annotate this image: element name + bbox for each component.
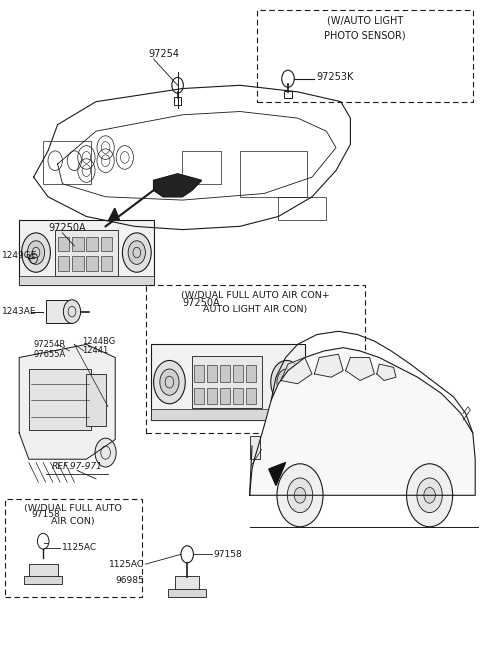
Text: 97253K: 97253K bbox=[317, 72, 354, 83]
Bar bbox=[72, 256, 84, 271]
Bar bbox=[278, 197, 326, 220]
Bar bbox=[246, 365, 256, 382]
Text: 1125AC: 1125AC bbox=[109, 560, 144, 569]
Circle shape bbox=[154, 360, 185, 404]
Polygon shape bbox=[346, 358, 374, 380]
Bar bbox=[192, 356, 262, 408]
Circle shape bbox=[424, 487, 435, 503]
Bar bbox=[29, 564, 58, 577]
Text: 12441: 12441 bbox=[82, 346, 108, 356]
Text: 97254: 97254 bbox=[149, 49, 180, 59]
Polygon shape bbox=[106, 208, 122, 226]
Bar bbox=[72, 237, 84, 251]
Bar bbox=[151, 344, 305, 420]
Text: (W/DUAL FULL AUTO AIR CON+: (W/DUAL FULL AUTO AIR CON+ bbox=[181, 291, 330, 300]
Bar bbox=[250, 436, 260, 459]
Polygon shape bbox=[250, 348, 475, 495]
Polygon shape bbox=[377, 364, 396, 380]
Bar bbox=[194, 365, 204, 382]
Bar bbox=[58, 256, 69, 271]
Circle shape bbox=[27, 241, 45, 264]
Bar bbox=[55, 230, 118, 276]
Bar bbox=[19, 220, 154, 285]
Bar bbox=[233, 388, 243, 404]
Bar bbox=[240, 151, 307, 197]
Text: 97655A: 97655A bbox=[34, 350, 66, 359]
Bar bbox=[233, 365, 243, 382]
Bar bbox=[207, 388, 217, 404]
Text: 1243AE: 1243AE bbox=[2, 307, 37, 316]
Bar bbox=[101, 237, 112, 251]
Text: PHOTO SENSOR): PHOTO SENSOR) bbox=[324, 31, 406, 41]
Circle shape bbox=[22, 233, 50, 272]
Polygon shape bbox=[154, 174, 202, 197]
Bar bbox=[194, 388, 204, 404]
Polygon shape bbox=[281, 358, 312, 384]
Text: 96985: 96985 bbox=[115, 576, 144, 585]
Bar bbox=[175, 576, 199, 590]
Polygon shape bbox=[19, 344, 115, 459]
Bar bbox=[29, 369, 91, 430]
Bar bbox=[220, 365, 230, 382]
Circle shape bbox=[160, 369, 179, 395]
Bar bbox=[151, 409, 305, 420]
Circle shape bbox=[294, 487, 306, 503]
Text: 97250A: 97250A bbox=[182, 298, 220, 308]
Bar bbox=[46, 300, 72, 323]
Text: 97158: 97158 bbox=[31, 510, 60, 520]
Bar bbox=[284, 91, 292, 98]
Polygon shape bbox=[314, 354, 343, 377]
Text: 97250A: 97250A bbox=[48, 223, 85, 233]
Polygon shape bbox=[269, 462, 286, 485]
Bar bbox=[58, 237, 69, 251]
Circle shape bbox=[277, 369, 296, 395]
Circle shape bbox=[277, 464, 323, 527]
Text: 1244BG: 1244BG bbox=[82, 337, 115, 346]
Circle shape bbox=[95, 438, 116, 467]
Bar bbox=[246, 388, 256, 404]
Bar bbox=[174, 97, 181, 105]
Text: 1249GE: 1249GE bbox=[2, 251, 38, 260]
Circle shape bbox=[417, 478, 442, 512]
Bar bbox=[86, 256, 98, 271]
Bar bbox=[43, 141, 91, 184]
Text: 1125AC: 1125AC bbox=[62, 543, 97, 552]
Bar bbox=[182, 151, 221, 184]
Text: (W/AUTO LIGHT: (W/AUTO LIGHT bbox=[327, 15, 403, 25]
Text: REF.97-971: REF.97-971 bbox=[51, 462, 102, 472]
Bar bbox=[86, 374, 106, 426]
Bar bbox=[19, 276, 154, 285]
Circle shape bbox=[407, 464, 453, 527]
Circle shape bbox=[122, 233, 151, 272]
Circle shape bbox=[288, 478, 312, 512]
Text: 97254R: 97254R bbox=[34, 340, 66, 349]
Text: AIR CON): AIR CON) bbox=[51, 517, 95, 526]
Text: (W/DUAL FULL AUTO: (W/DUAL FULL AUTO bbox=[24, 504, 122, 513]
Circle shape bbox=[63, 300, 81, 323]
Bar bbox=[207, 365, 217, 382]
Bar bbox=[220, 388, 230, 404]
Circle shape bbox=[128, 241, 145, 264]
Text: AUTO LIGHT AIR CON): AUTO LIGHT AIR CON) bbox=[204, 305, 308, 314]
Bar bbox=[86, 237, 98, 251]
Bar bbox=[168, 589, 206, 597]
Circle shape bbox=[271, 360, 302, 404]
Bar bbox=[24, 576, 62, 584]
Bar bbox=[101, 256, 112, 271]
Text: 97158: 97158 bbox=[214, 550, 242, 559]
